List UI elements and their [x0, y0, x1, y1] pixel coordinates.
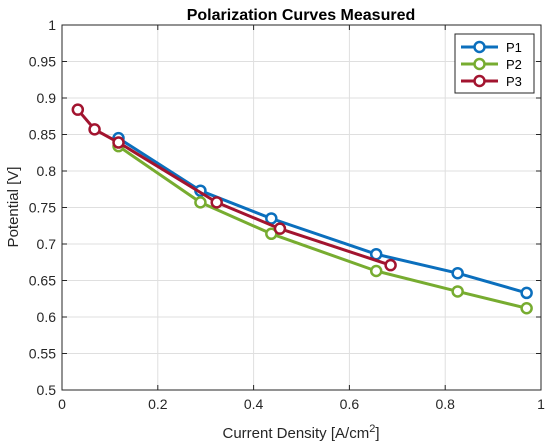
data-point: [451, 266, 464, 280]
data-point: [520, 286, 533, 300]
y-axis-label: Potential [V]: [5, 167, 22, 248]
data-point: [451, 285, 464, 298]
x-tick-label: 0.2: [148, 396, 168, 412]
legend-label: P1: [506, 40, 522, 55]
y-tick-label: 0.5: [37, 382, 57, 398]
legend-item-p3: P3: [461, 74, 522, 89]
x-tick-label: 1: [537, 396, 545, 412]
legend-item-p1: P1: [461, 40, 522, 55]
data-point: [520, 301, 533, 315]
legend-label: P3: [506, 74, 522, 89]
x-tick-label: 0.8: [435, 396, 455, 412]
x-tick-label: 0: [58, 396, 66, 412]
data-point: [71, 103, 85, 116]
data-point: [88, 123, 101, 136]
x-axis-label: Current Density [A/cm2]: [222, 423, 379, 442]
legend: P1 P2 P3: [454, 33, 535, 94]
y-tick-label: 0.55: [29, 346, 56, 362]
legend-swatch-marker: [473, 40, 486, 54]
x-axis-label-main: Current Density [A/cm: [222, 425, 369, 442]
tick-labels: 0 0.2 0.4 0.6 0.8 1 0.5 0.55 0.6 0.65 0.7 0.75 0.8 0.…: [29, 17, 545, 412]
series-line: [117, 144, 529, 310]
legend-swatch-marker: [473, 74, 486, 88]
legend-item-p2: P2: [461, 57, 522, 72]
y-tick-label: 0.85: [29, 127, 56, 143]
y-tick-label: 0.8: [37, 163, 57, 179]
y-tick-label: 1: [48, 17, 56, 33]
x-axis-label-close: ]: [375, 425, 379, 442]
legend-entries: P1 P2 P3: [461, 40, 522, 89]
data-point: [369, 264, 383, 278]
legend-swatch-marker: [473, 57, 486, 71]
data-point: [369, 247, 383, 261]
x-tick-label: 0.6: [340, 396, 360, 412]
y-tick-label: 0.75: [29, 200, 56, 216]
data-point: [112, 136, 125, 149]
y-tick-label: 0.6: [37, 309, 57, 325]
y-tick-label: 0.9: [37, 90, 57, 106]
x-tick-label: 0.4: [244, 396, 264, 412]
data-point: [384, 258, 397, 272]
chart-title: Polarization Curves Measured: [187, 7, 416, 24]
data-point: [210, 196, 223, 209]
series-p1: [112, 131, 533, 300]
y-tick-label: 0.95: [29, 54, 56, 70]
y-tick-label: 0.65: [29, 273, 56, 289]
data-point: [194, 196, 207, 209]
legend-label: P2: [506, 57, 522, 72]
data-point: [265, 212, 278, 225]
data-point: [265, 227, 278, 241]
series-line: [117, 136, 529, 295]
series-p3: [71, 103, 397, 272]
y-tick-label: 0.7: [37, 236, 57, 252]
series-group: [71, 103, 533, 315]
x-axis-label-superscript: 2: [369, 423, 375, 435]
data-point: [273, 222, 287, 235]
axes: [61, 24, 542, 391]
